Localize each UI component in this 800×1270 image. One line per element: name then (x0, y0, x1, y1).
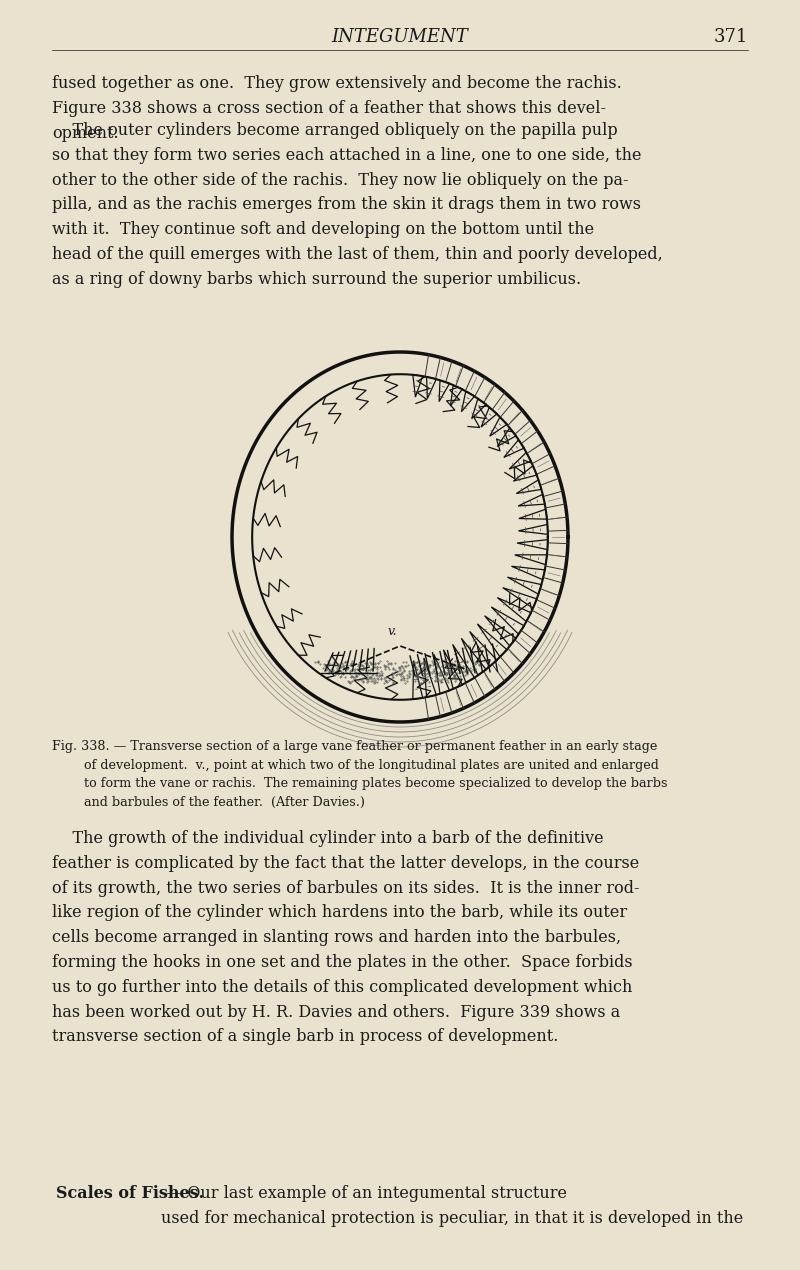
Text: fused together as one.  They grow extensively and become the rachis.
Figure 338 : fused together as one. They grow extensi… (52, 75, 622, 141)
Text: Scales of Fishes.: Scales of Fishes. (56, 1185, 204, 1201)
Text: The growth of the individual cylinder into a barb of the definitive
feather is c: The growth of the individual cylinder in… (52, 831, 639, 1045)
Text: The outer cylinders become arranged obliquely on the papilla pulp
so that they f: The outer cylinders become arranged obli… (52, 122, 662, 288)
Text: 371: 371 (714, 28, 748, 46)
Text: — Our last example of an integumental structure
used for mechanical protection i: — Our last example of an integumental st… (161, 1185, 743, 1227)
Text: Fig. 338. — Transverse section of a large vane feather or permanent feather in a: Fig. 338. — Transverse section of a larg… (52, 740, 667, 809)
Text: INTEGUMENT: INTEGUMENT (332, 28, 468, 46)
Text: v.: v. (387, 625, 397, 638)
